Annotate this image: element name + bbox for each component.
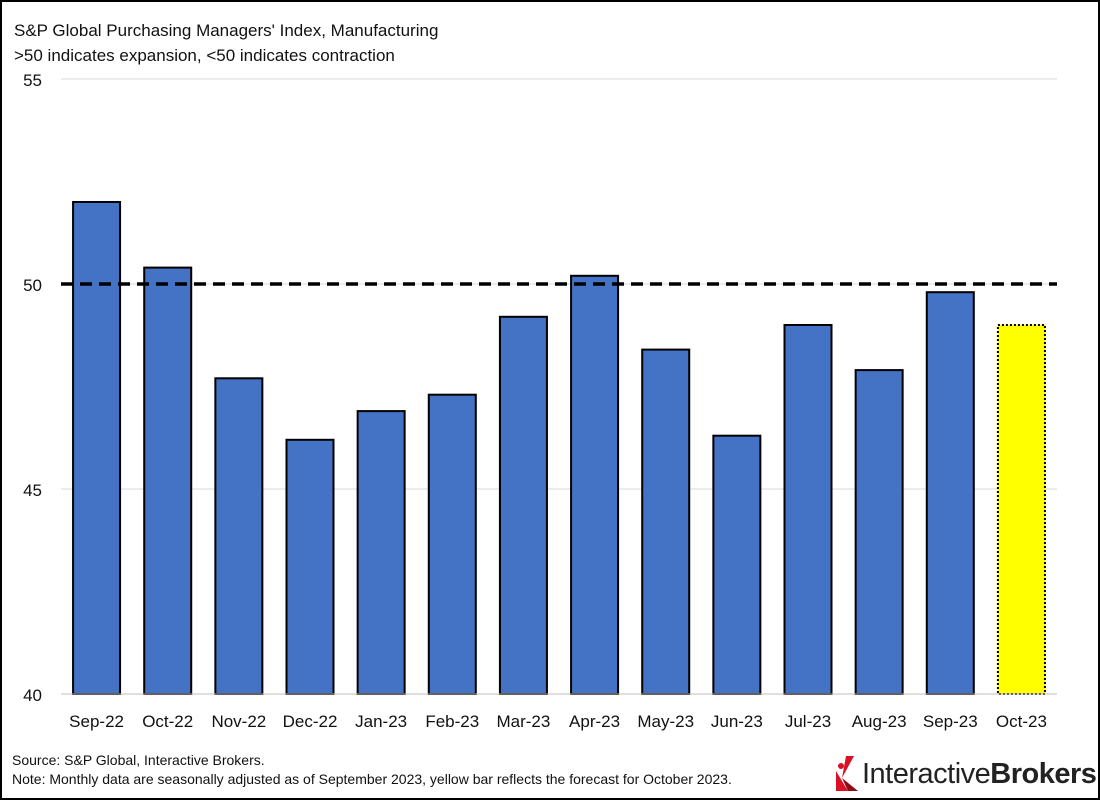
x-tick-label: Sep-23 [923, 712, 978, 731]
bar [143, 266, 193, 695]
bar [285, 438, 335, 695]
x-tick-label: Oct-23 [996, 712, 1047, 731]
x-tick-label: May-23 [637, 712, 694, 731]
chart-title: S&P Global Purchasing Managers' Index, M… [14, 21, 439, 40]
y-tick-label: 40 [23, 686, 42, 705]
forecast-bar [996, 324, 1046, 695]
bar [72, 201, 122, 695]
x-tick-label: Feb-23 [425, 712, 479, 731]
x-tick-label: Aug-23 [852, 712, 907, 731]
bar [214, 377, 264, 695]
x-tick-label: Mar-23 [496, 712, 550, 731]
interactive-brokers-logo: InteractiveBrokers [832, 754, 1097, 794]
x-tick-label: Jul-23 [785, 712, 831, 731]
x-tick-label: Oct-22 [142, 712, 193, 731]
y-tick-label: 55 [23, 71, 42, 90]
bar [427, 393, 477, 695]
x-tick-label: Apr-23 [569, 712, 620, 731]
y-tick-label: 45 [23, 481, 42, 500]
logo-word-interactive: Interactive [862, 757, 991, 790]
bar [498, 315, 548, 695]
x-tick-label: Nov-22 [211, 712, 266, 731]
chart-subtitle: >50 indicates expansion, <50 indicates c… [14, 46, 395, 65]
logo-word-brokers: Brokers [990, 757, 1097, 790]
x-tick-label: Dec-22 [283, 712, 338, 731]
bar [925, 291, 975, 695]
bar [854, 369, 904, 695]
bar [356, 410, 406, 695]
x-tick-label: Jan-23 [355, 712, 407, 731]
data-note: Note: Monthly data are seasonally adjust… [12, 771, 732, 787]
bar [641, 348, 691, 695]
bar [712, 434, 762, 695]
interactive-brokers-logo-icon [836, 756, 858, 791]
bar [783, 324, 833, 695]
bar [570, 274, 620, 695]
source-note: Source: S&P Global, Interactive Brokers. [12, 752, 265, 768]
logo-wordmark: InteractiveBrokers [862, 757, 1097, 791]
x-tick-label: Jun-23 [711, 712, 763, 731]
y-tick-label: 50 [23, 276, 42, 295]
x-tick-label: Sep-22 [69, 712, 124, 731]
